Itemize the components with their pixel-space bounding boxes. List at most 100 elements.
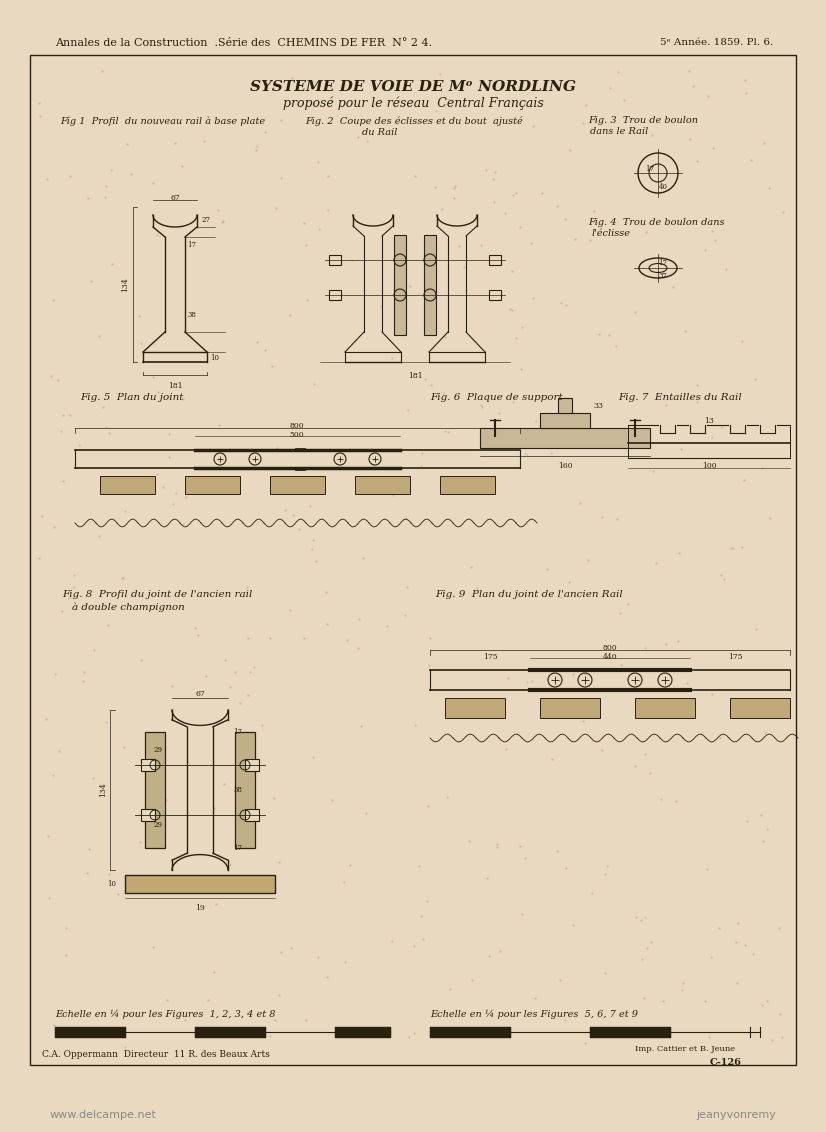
Point (255, 715, 268, 734)
Text: dans le Rail: dans le Rail (590, 127, 648, 136)
Text: Fig. 4  Trou de boulon dans: Fig. 4 Trou de boulon dans (588, 218, 724, 228)
Point (529, 412, 543, 430)
Point (487, 192, 501, 211)
Point (67, 566, 80, 584)
Point (319, 583, 332, 601)
Point (615, 657, 628, 675)
Point (93, 528, 106, 546)
Text: 27: 27 (201, 216, 210, 224)
Point (95, 62, 108, 80)
Point (644, 933, 657, 951)
Point (125, 164, 138, 182)
Point (739, 84, 752, 102)
Point (428, 178, 441, 196)
Point (169, 484, 183, 503)
Point (207, 962, 221, 980)
Bar (489, 255, 501, 265)
Point (40, 710, 53, 728)
Point (674, 439, 687, 457)
Point (601, 857, 614, 875)
Point (493, 403, 506, 421)
Point (762, 179, 776, 197)
Bar (329, 255, 341, 265)
Point (178, 1011, 192, 1029)
Point (361, 131, 374, 149)
Bar (235, 731, 255, 848)
Point (686, 77, 700, 95)
Text: Echelle en ¼ pour les Figures  5, 6, 7 et 9: Echelle en ¼ pour les Figures 5, 6, 7 et… (430, 1010, 638, 1019)
Text: 134: 134 (121, 277, 129, 292)
Point (150, 735, 163, 753)
Point (251, 137, 264, 155)
Point (554, 411, 567, 429)
Point (197, 132, 211, 151)
Point (263, 1027, 277, 1045)
Point (216, 212, 230, 230)
Point (52, 743, 65, 761)
Point (112, 884, 125, 902)
Bar (558, 398, 572, 413)
Point (634, 911, 648, 929)
Point (49, 664, 62, 683)
Point (249, 142, 262, 160)
Point (440, 788, 453, 806)
Bar (355, 475, 410, 494)
Point (749, 619, 762, 637)
Point (527, 117, 540, 135)
Point (241, 628, 254, 646)
Text: proposé pour le réseau  Central Français: proposé pour le réseau Central Français (282, 97, 544, 111)
Point (274, 169, 287, 187)
Point (99, 713, 112, 731)
Point (85, 273, 98, 291)
Point (374, 297, 387, 315)
Point (499, 739, 512, 757)
Point (506, 96, 520, 114)
Point (305, 540, 318, 558)
Point (513, 218, 526, 237)
Point (568, 231, 582, 249)
Point (278, 501, 292, 520)
Point (88, 641, 101, 659)
Point (44, 367, 57, 385)
Bar (489, 290, 501, 300)
Point (114, 1021, 127, 1039)
Point (708, 231, 721, 249)
Point (415, 444, 428, 462)
Point (718, 571, 731, 589)
Point (177, 515, 190, 533)
Bar (480, 428, 650, 448)
Point (55, 421, 68, 439)
Text: 19: 19 (195, 904, 205, 912)
Point (240, 578, 254, 597)
Point (284, 938, 297, 957)
Bar (245, 758, 259, 771)
Point (351, 128, 364, 146)
Point (554, 294, 567, 312)
Point (577, 113, 590, 131)
Point (448, 179, 461, 197)
Point (311, 153, 325, 171)
Point (735, 332, 748, 350)
Point (151, 383, 164, 401)
Point (519, 445, 532, 463)
Point (97, 398, 110, 417)
Bar (445, 698, 505, 718)
Point (360, 804, 373, 822)
Point (704, 949, 717, 967)
Text: 17: 17 (658, 259, 667, 267)
Point (756, 832, 769, 850)
Point (705, 685, 719, 703)
Point (604, 79, 617, 97)
Bar (270, 475, 325, 494)
Text: 40: 40 (658, 183, 667, 191)
Point (216, 213, 229, 231)
Point (208, 798, 221, 816)
Point (719, 260, 733, 278)
Point (312, 220, 325, 238)
Point (566, 916, 579, 934)
Text: Fig. 5  Plan du joint: Fig. 5 Plan du joint (80, 393, 183, 402)
Text: 17: 17 (645, 165, 654, 173)
Point (286, 69, 299, 87)
Point (229, 663, 242, 681)
Point (132, 307, 145, 325)
